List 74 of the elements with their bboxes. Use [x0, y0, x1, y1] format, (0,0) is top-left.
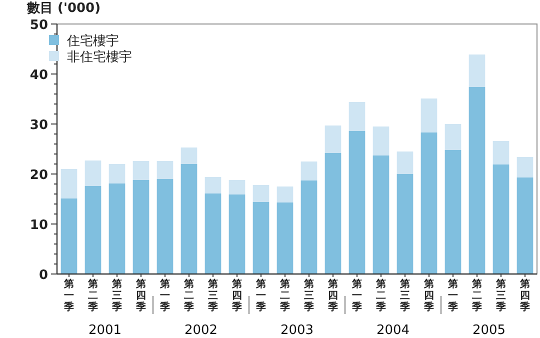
y-tick-label: 0 [38, 268, 48, 283]
bar [276, 202, 294, 274]
x-tick-label: 第四季 [519, 278, 531, 313]
bar [516, 157, 534, 178]
bar [396, 152, 414, 174]
x-tick-label: 第三季 [111, 278, 123, 313]
bar [324, 153, 342, 274]
bar [420, 132, 438, 274]
bar [252, 202, 270, 274]
y-axis-title: 數目 ('000) [26, 1, 101, 16]
text: 2003 [280, 323, 314, 338]
bar [396, 174, 414, 274]
bar [372, 156, 390, 274]
bar [300, 180, 318, 274]
bar [324, 126, 342, 153]
bar [132, 161, 150, 180]
y-tick-label: 40 [30, 68, 48, 83]
x-tick-label: 第三季 [303, 278, 315, 313]
y-tick-label: 10 [30, 218, 48, 233]
x-tick-label: 第四季 [327, 278, 339, 313]
bar [468, 54, 486, 87]
text: 2002 [184, 323, 218, 338]
bar [204, 177, 222, 194]
text: 2001 [88, 323, 122, 338]
x-tick-label: 第三季 [399, 278, 411, 313]
x-tick-label: 第三季 [495, 278, 507, 313]
bar [156, 161, 174, 179]
bar [492, 164, 510, 274]
bar [372, 126, 390, 156]
bar [420, 98, 438, 132]
x-tick-label: 第四季 [423, 278, 435, 313]
bar [300, 162, 318, 180]
bar [468, 87, 486, 274]
text: 2005 [472, 323, 506, 338]
legend-label: 住宅樓宇 [66, 33, 119, 49]
x-tick-label: 第四季 [135, 278, 147, 313]
bar [132, 180, 150, 274]
bar [516, 178, 534, 274]
bar [180, 164, 198, 274]
x-tick-label: 第一季 [63, 278, 75, 313]
bar [348, 102, 366, 131]
bar [108, 164, 126, 184]
bar [108, 184, 126, 274]
y-tick-label: 30 [30, 118, 48, 133]
x-tick-label: 第一季 [159, 278, 171, 313]
bar [84, 160, 102, 186]
bar [276, 186, 294, 202]
x-tick-label: 第二季 [87, 278, 99, 313]
bar [444, 124, 462, 150]
bar [348, 131, 366, 274]
bar [492, 141, 510, 164]
bar [444, 150, 462, 274]
x-tick-label: 第四季 [231, 278, 243, 313]
x-tick-label: 第三季 [207, 278, 219, 313]
x-tick-label: 第一季 [447, 278, 459, 313]
bar [84, 186, 102, 274]
x-tick-label: 第一季 [255, 278, 267, 313]
text: 2004 [376, 323, 410, 338]
x-tick-label: 第一季 [351, 278, 363, 313]
legend-label: 非住宅樓宇 [67, 49, 132, 65]
x-tick-label: 第二季 [375, 278, 387, 313]
y-tick-label: 50 [30, 18, 48, 33]
bar [252, 185, 270, 202]
x-tick-label: 第二季 [183, 278, 195, 313]
x-tick-label: 第二季 [471, 278, 483, 313]
bar [228, 180, 246, 194]
y-tick-label: 20 [30, 168, 48, 183]
bar [228, 194, 246, 274]
bar [60, 169, 78, 198]
bar [180, 148, 198, 164]
bar [60, 198, 78, 274]
bar [156, 179, 174, 274]
bar [204, 194, 222, 274]
x-tick-label: 第二季 [279, 278, 291, 313]
